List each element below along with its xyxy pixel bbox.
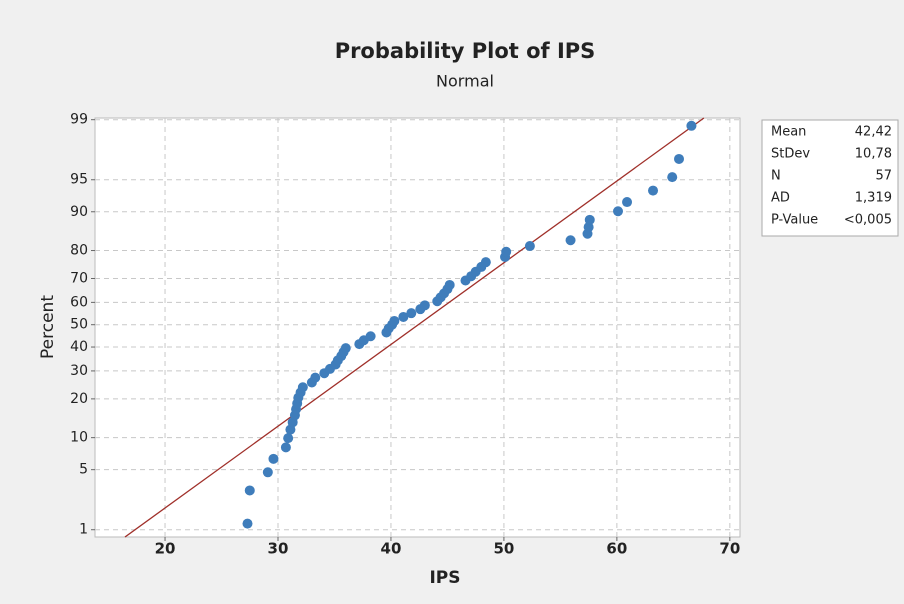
- chart-subtitle: Normal: [436, 72, 494, 91]
- point: [420, 300, 430, 310]
- x-tick-label: 40: [381, 540, 402, 558]
- point: [525, 241, 535, 251]
- y-tick-label: 50: [70, 317, 88, 333]
- stat-label: P-Value: [771, 213, 818, 228]
- point: [686, 121, 696, 131]
- x-axis-label: IPS: [429, 568, 460, 588]
- point: [501, 247, 511, 257]
- plot-area: [95, 118, 740, 537]
- point: [268, 454, 278, 464]
- x-tick-label: 30: [268, 540, 289, 558]
- stat-value: 42,42: [855, 125, 892, 140]
- y-tick-label: 30: [70, 363, 88, 379]
- point: [566, 235, 576, 245]
- point: [298, 382, 308, 392]
- y-tick-label: 40: [70, 339, 88, 355]
- x-tick-label: 50: [493, 540, 514, 558]
- y-tick-label: 90: [70, 204, 88, 220]
- point: [674, 154, 684, 164]
- point: [283, 433, 293, 443]
- y-tick-label: 95: [70, 172, 88, 188]
- point: [667, 172, 677, 182]
- point: [263, 467, 273, 477]
- point: [281, 442, 291, 452]
- y-tick-label: 70: [70, 270, 88, 286]
- point: [481, 257, 491, 267]
- x-tick-label: 70: [719, 540, 740, 558]
- chart-title: Probability Plot of IPS: [335, 39, 596, 63]
- stat-label: StDev: [771, 147, 810, 162]
- point: [341, 343, 351, 353]
- y-tick-label: 1: [79, 522, 88, 538]
- stat-value: <0,005: [844, 213, 892, 228]
- y-tick-label: 20: [70, 391, 88, 407]
- point: [622, 197, 632, 207]
- chart: Probability Plot of IPS Normal IPS Perce…: [0, 0, 904, 604]
- y-tick-label: 60: [70, 294, 88, 310]
- y-tick-label: 99: [70, 112, 88, 128]
- point: [585, 215, 595, 225]
- page: {"chart_data": {"type": "scatter", "titl…: [0, 0, 904, 604]
- stat-value: 1,319: [855, 191, 892, 206]
- point: [613, 206, 623, 216]
- stat-label: N: [771, 169, 781, 184]
- y-axis-label: Percent: [38, 295, 58, 359]
- stat-value: 57: [875, 169, 892, 184]
- point: [648, 186, 658, 196]
- y-tick-label: 5: [79, 462, 88, 478]
- point: [242, 519, 252, 529]
- point: [445, 280, 455, 290]
- y-tick-label: 80: [70, 243, 88, 259]
- point: [245, 485, 255, 495]
- x-tick-label: 20: [155, 540, 176, 558]
- point: [366, 331, 376, 341]
- stat-label: AD: [771, 191, 790, 206]
- point: [310, 373, 320, 383]
- x-tick-label: 60: [606, 540, 627, 558]
- stat-label: Mean: [771, 125, 806, 140]
- stat-value: 10,78: [855, 147, 892, 162]
- point: [389, 316, 399, 326]
- y-tick-label: 10: [70, 430, 88, 446]
- point: [406, 308, 416, 318]
